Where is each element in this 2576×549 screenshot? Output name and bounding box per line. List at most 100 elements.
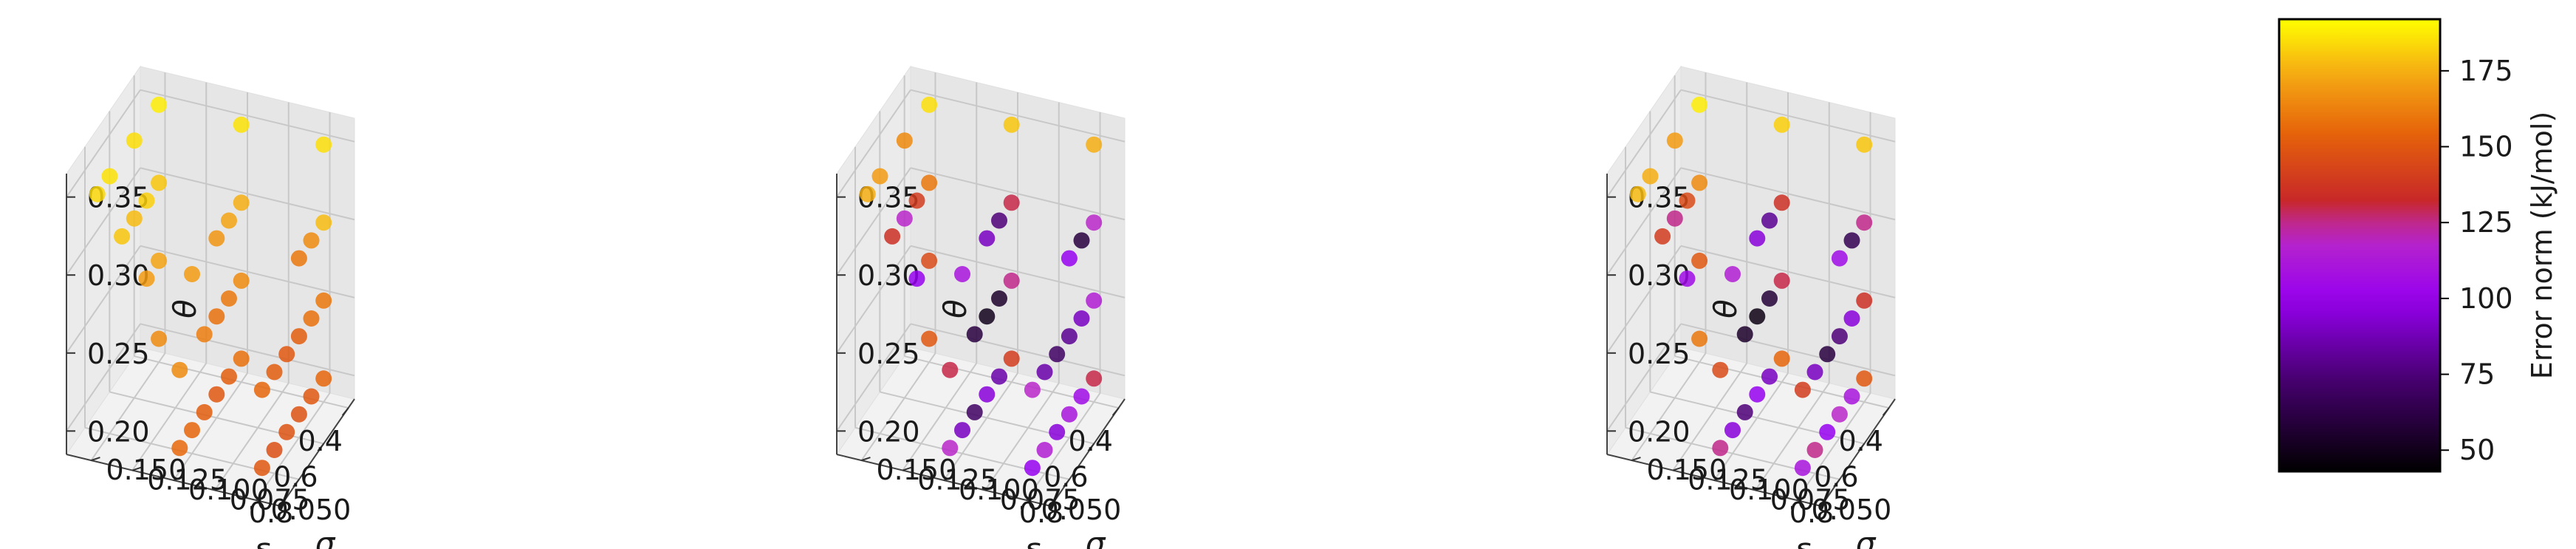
data-point	[1761, 290, 1778, 307]
data-point	[954, 422, 970, 439]
y-tick-label: 0.100	[1729, 474, 1809, 506]
colorbar-tick-label: 175	[2459, 55, 2513, 87]
data-point	[233, 194, 250, 211]
data-point	[1736, 326, 1753, 343]
data-point	[221, 368, 237, 385]
z-axis-label: θ	[167, 299, 203, 318]
z-tick-label: 0.20	[1628, 415, 1690, 448]
data-point	[266, 364, 283, 381]
data-point	[884, 228, 901, 245]
y-tick-label: 0.050	[271, 494, 352, 526]
z-axis-label: θ	[937, 299, 973, 318]
data-point	[233, 350, 250, 367]
data-point	[126, 132, 143, 149]
data-point	[1024, 460, 1041, 477]
data-point	[1856, 136, 1873, 153]
data-point	[1761, 212, 1778, 229]
data-point	[151, 174, 168, 191]
data-point	[290, 328, 307, 345]
data-point	[208, 230, 225, 247]
y-tick-label: 0.125	[147, 464, 227, 497]
data-point	[1061, 250, 1078, 267]
data-point	[921, 252, 938, 269]
data-point	[1086, 136, 1103, 153]
data-point	[196, 326, 213, 343]
data-point	[1073, 388, 1090, 405]
data-point	[171, 440, 188, 457]
data-point	[1003, 194, 1020, 211]
data-point	[966, 326, 983, 343]
colorbar-label: Error norm (kJ/mol)	[2526, 112, 2558, 380]
data-point	[303, 310, 320, 327]
colorbar-gradient	[2278, 18, 2442, 473]
data-point	[1736, 403, 1753, 420]
data-point	[1773, 350, 1790, 367]
data-point	[1749, 386, 1766, 403]
data-point	[221, 290, 237, 307]
points	[859, 96, 1103, 477]
data-point	[1024, 381, 1041, 398]
colorbar-tick-label: 150	[2459, 131, 2513, 163]
data-point	[315, 370, 332, 387]
data-point	[921, 330, 938, 347]
data-point	[278, 346, 295, 363]
x-tick-label: 0.6	[1044, 460, 1088, 493]
data-point	[979, 308, 996, 325]
data-point	[896, 132, 913, 149]
x-axis-label: δ	[253, 536, 272, 549]
data-point	[290, 406, 307, 423]
x-tick-label: 0.4	[1838, 425, 1883, 457]
data-point	[253, 381, 270, 398]
z-tick-label: 0.25	[857, 338, 920, 370]
y-tick-label: 0.150	[106, 454, 186, 486]
data-point	[1749, 230, 1766, 247]
y-tick-label: 0.050	[1812, 494, 1892, 526]
data-point	[1691, 174, 1708, 191]
data-point	[184, 422, 200, 439]
x-tick-label: 0.4	[298, 425, 342, 457]
data-point	[171, 361, 188, 378]
data-point	[1666, 210, 1683, 227]
y-tick-label: 0.150	[1646, 454, 1727, 486]
data-point	[1086, 292, 1103, 309]
data-point	[908, 192, 925, 209]
data-point	[1036, 364, 1053, 381]
x-tick-label: 0.6	[1814, 460, 1858, 493]
data-point	[1806, 442, 1823, 458]
data-point	[1856, 214, 1873, 231]
data-point	[1679, 270, 1696, 287]
data-point	[1712, 440, 1729, 457]
y-tick-label: 0.125	[917, 464, 998, 497]
data-point	[184, 266, 200, 282]
data-point	[1003, 272, 1020, 289]
data-point	[151, 252, 168, 269]
data-point	[114, 228, 131, 245]
data-point	[315, 214, 332, 231]
data-point	[1086, 214, 1103, 231]
y-tick-label: 0.125	[1688, 464, 1768, 497]
data-point	[1003, 116, 1020, 133]
data-point	[290, 250, 307, 267]
data-point	[266, 442, 283, 458]
data-point	[138, 270, 155, 287]
data-point	[991, 368, 1007, 385]
data-point	[1749, 308, 1766, 325]
colorbar: 50 75 100 125 150 175 Error norm (kJ/mol)	[2278, 18, 2558, 473]
y-axis-label: σ	[1086, 525, 1106, 549]
data-point	[979, 386, 996, 403]
data-point	[1003, 350, 1020, 367]
data-point	[1086, 370, 1103, 387]
data-point	[1761, 368, 1778, 385]
data-point	[126, 210, 143, 227]
grid	[836, 72, 1126, 507]
data-point	[1061, 328, 1078, 345]
y-axis-label: σ	[315, 525, 336, 549]
data-point	[921, 96, 938, 113]
grid	[66, 72, 355, 507]
data-point	[233, 272, 250, 289]
data-point	[1724, 266, 1741, 282]
data-point	[303, 388, 320, 405]
